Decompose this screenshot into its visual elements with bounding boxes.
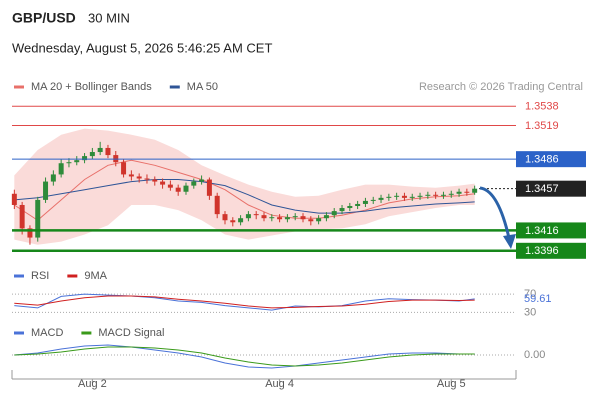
candle-body — [199, 179, 205, 182]
candle-body — [355, 203, 361, 206]
candle-body — [464, 191, 470, 193]
candle-body — [277, 217, 283, 220]
candle-body — [433, 194, 439, 196]
candle-body — [11, 193, 17, 205]
candle-body — [386, 196, 392, 198]
candle-body — [261, 215, 267, 219]
candle-body — [394, 195, 400, 197]
candle-body — [167, 184, 173, 188]
legend-label: 9MA — [84, 270, 107, 282]
candle-body — [472, 188, 478, 193]
candle-body — [206, 179, 212, 196]
legend-label: MA 50 — [187, 81, 218, 93]
credit: Research © 2026 Trading Central — [419, 81, 583, 93]
candle-body — [316, 218, 322, 222]
legend-label: MACD — [31, 327, 63, 339]
series-line — [14, 295, 475, 309]
candle-body — [238, 218, 244, 223]
y-tick-label: 0.00 — [524, 349, 545, 361]
x-tick-label: Aug 2 — [78, 378, 107, 390]
candle-body — [230, 220, 236, 223]
candle-body — [245, 214, 251, 219]
level-box — [516, 242, 586, 259]
candle-body — [58, 163, 64, 175]
candle-body — [292, 216, 298, 218]
level-label: 1.3538 — [525, 101, 559, 113]
candle-body — [300, 216, 306, 220]
level-box — [516, 222, 586, 239]
candle-body — [214, 195, 220, 215]
candle-body — [50, 174, 56, 182]
candle-body — [339, 208, 345, 212]
level-label: 1.3457 — [525, 183, 559, 195]
candle-body — [417, 195, 423, 197]
candle-body — [370, 199, 376, 201]
level-box — [516, 151, 586, 168]
candle-body — [425, 194, 431, 196]
candle-body — [144, 178, 150, 180]
forecast-arrow — [479, 186, 516, 249]
candle-body — [253, 214, 259, 216]
candle-body — [183, 185, 189, 192]
series-line — [14, 179, 475, 214]
candle-body — [331, 211, 337, 216]
timestamp: Wednesday, August 5, 2026 5:46:25 AM CET — [12, 40, 272, 55]
candle-body — [378, 197, 384, 200]
candle-body — [35, 199, 41, 238]
candle-body — [152, 179, 158, 182]
x-tick-label: Aug 5 — [437, 378, 466, 390]
candle-body — [66, 162, 72, 164]
candle-body — [160, 181, 166, 185]
series-line — [14, 346, 475, 367]
candle-body — [323, 215, 329, 219]
candle-body — [97, 147, 103, 153]
level-box — [516, 180, 586, 197]
legend-label: MA 20 + Bollinger Bands — [31, 81, 152, 93]
y-tick-label: 70 — [524, 288, 536, 300]
candle-body — [448, 193, 454, 195]
legend-label: MACD Signal — [98, 327, 164, 339]
candle-body — [136, 176, 142, 179]
candle-body — [121, 162, 127, 175]
candle-body — [43, 181, 49, 200]
series-line — [14, 293, 475, 311]
candle-body — [347, 205, 353, 209]
symbol: GBP/USD — [12, 10, 76, 26]
interval: 30 MIN — [88, 10, 130, 25]
level-label: 1.3519 — [525, 120, 559, 132]
series-line — [14, 344, 475, 369]
candle-body — [82, 156, 88, 161]
level-label: 1.3396 — [525, 245, 559, 257]
candle-body — [308, 219, 314, 222]
candle-body — [456, 191, 462, 194]
candle-body — [222, 214, 228, 221]
candle-body — [175, 187, 181, 192]
x-tick-label: Aug 4 — [265, 378, 294, 390]
candle-body — [284, 217, 290, 220]
candle-body — [409, 196, 415, 198]
candle-body — [19, 204, 25, 229]
candle-body — [191, 181, 197, 186]
candle-body — [27, 228, 33, 238]
candle-body — [401, 195, 407, 198]
bollinger-band — [14, 128, 475, 245]
legend-label: RSI — [31, 270, 49, 282]
candle-body — [113, 155, 119, 163]
candle-body — [269, 217, 275, 219]
y-tick-label: 30 — [524, 306, 536, 318]
last-value-label: 59.61 — [524, 293, 552, 305]
candle-body — [440, 194, 446, 196]
candle-body — [74, 160, 80, 163]
level-label: 1.3416 — [525, 225, 559, 237]
candle-body — [362, 200, 368, 204]
candle-body — [89, 152, 95, 157]
candle-body — [128, 174, 134, 177]
candle-body — [105, 147, 111, 156]
level-label: 1.3486 — [525, 154, 559, 166]
